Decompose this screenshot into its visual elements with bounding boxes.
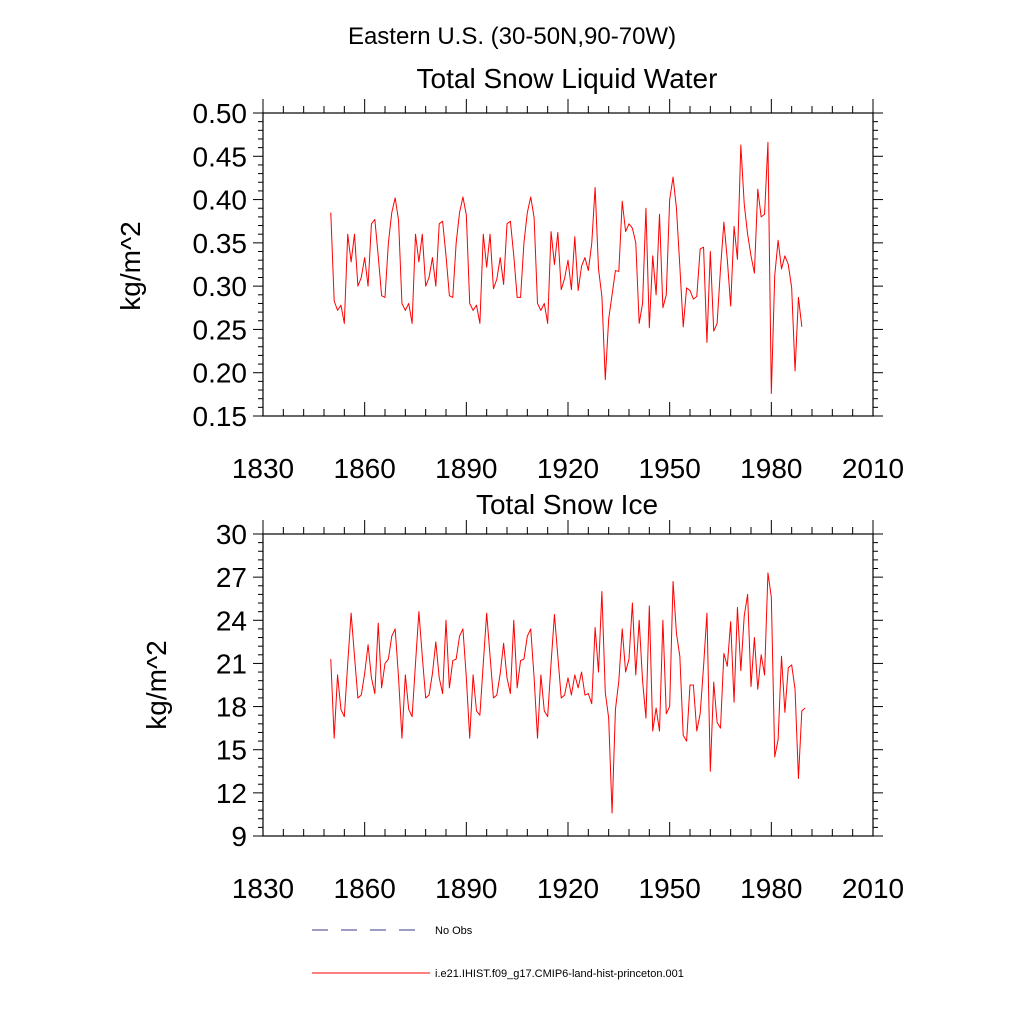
y-tick-label: 15 <box>216 735 247 766</box>
snow-liquid-water-title: Total Snow Liquid Water <box>417 63 718 94</box>
x-tick-label: 2010 <box>842 873 904 904</box>
snow-liquid-water-ylabel: kg/m^2 <box>115 221 146 310</box>
x-tick-label: 1950 <box>639 873 701 904</box>
y-tick-label: 9 <box>231 821 247 852</box>
x-tick-label: 1860 <box>334 453 396 484</box>
y-tick-label: 0.15 <box>193 401 248 432</box>
legend: No Obs i.e21.IHIST.f09_g17.CMIP6-land-hi… <box>312 925 684 980</box>
x-tick-label: 1860 <box>334 873 396 904</box>
x-tick-label: 1920 <box>537 873 599 904</box>
y-tick-label: 18 <box>216 692 247 723</box>
snow-ice-ylabel: kg/m^2 <box>141 640 172 729</box>
snow-liquid-water-ticks: 1830 1860 1890 1920 1950 1980 2010 0.15 0.20 0.25… <box>193 98 905 484</box>
y-tick-label: 30 <box>216 519 247 550</box>
x-tick-label: 1890 <box>435 873 497 904</box>
x-tick-label: 1830 <box>232 453 294 484</box>
snow-ice-plot-frame <box>262 533 874 837</box>
legend-no-obs-label: No Obs <box>435 925 473 937</box>
x-tick-label: 1920 <box>537 453 599 484</box>
x-tick-label: 1890 <box>435 453 497 484</box>
y-tick-label: 0.25 <box>193 314 248 345</box>
y-tick-label: 0.45 <box>193 141 248 172</box>
y-tick-label: 21 <box>216 648 247 679</box>
y-tick-label: 0.20 <box>193 358 248 389</box>
figure-title: Eastern U.S. (30-50N,90-70W) <box>348 23 676 50</box>
y-tick-label: 12 <box>216 778 247 809</box>
y-tick-label: 0.40 <box>193 185 248 216</box>
series-line <box>330 141 803 394</box>
snow-liquid-water-panel: Total Snow Liquid Water kg/m^2 1830 1860 1… <box>115 63 904 484</box>
series-line <box>330 572 806 814</box>
snow-ice-series <box>330 572 806 814</box>
x-tick-label: 2010 <box>842 453 904 484</box>
x-tick-label: 1980 <box>740 873 802 904</box>
snow-ice-panel: Total Snow Ice kg/m^2 1830 1860 1890 1920 19… <box>141 489 904 904</box>
y-tick-label: 27 <box>216 562 247 593</box>
y-tick-label: 0.35 <box>193 228 248 259</box>
y-tick-label: 24 <box>216 605 247 636</box>
x-tick-label: 1830 <box>232 873 294 904</box>
snow-ice-title: Total Snow Ice <box>476 489 658 520</box>
y-tick-label: 0.50 <box>193 98 248 129</box>
legend-run-label: i.e21.IHIST.f09_g17.CMIP6-land-hist-prin… <box>435 968 684 980</box>
y-tick-label: 0.30 <box>193 271 248 302</box>
snow-liquid-water-series <box>330 141 803 394</box>
x-tick-label: 1950 <box>639 453 701 484</box>
snow-ice-ticks: 1830 1860 1890 1920 1950 1980 2010 9 12 15 18 21 24 2… <box>216 519 904 904</box>
x-tick-label: 1980 <box>740 453 802 484</box>
